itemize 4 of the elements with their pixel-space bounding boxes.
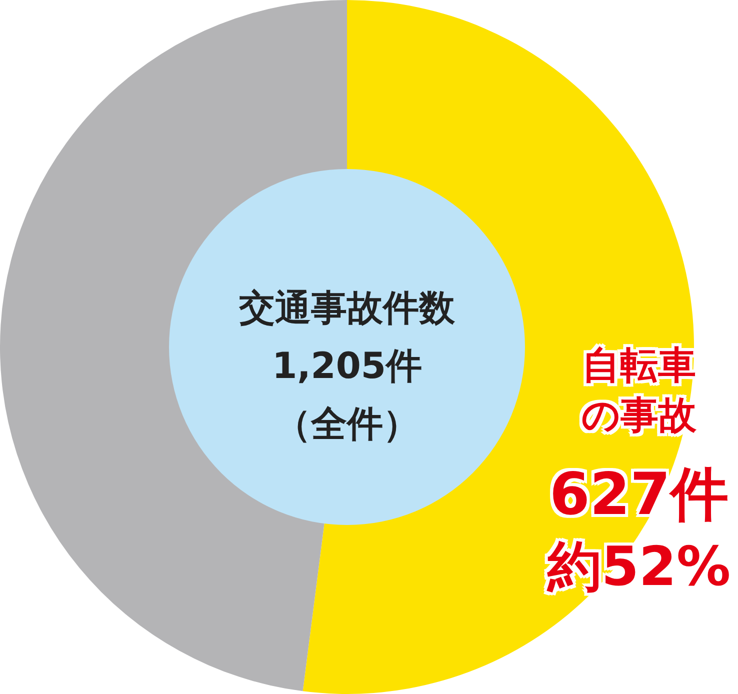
text: 交通事故件数 <box>238 287 456 331</box>
text: 約52% <box>546 534 732 600</box>
text: 1,205件 <box>271 345 423 389</box>
text: （全件） <box>274 403 420 447</box>
